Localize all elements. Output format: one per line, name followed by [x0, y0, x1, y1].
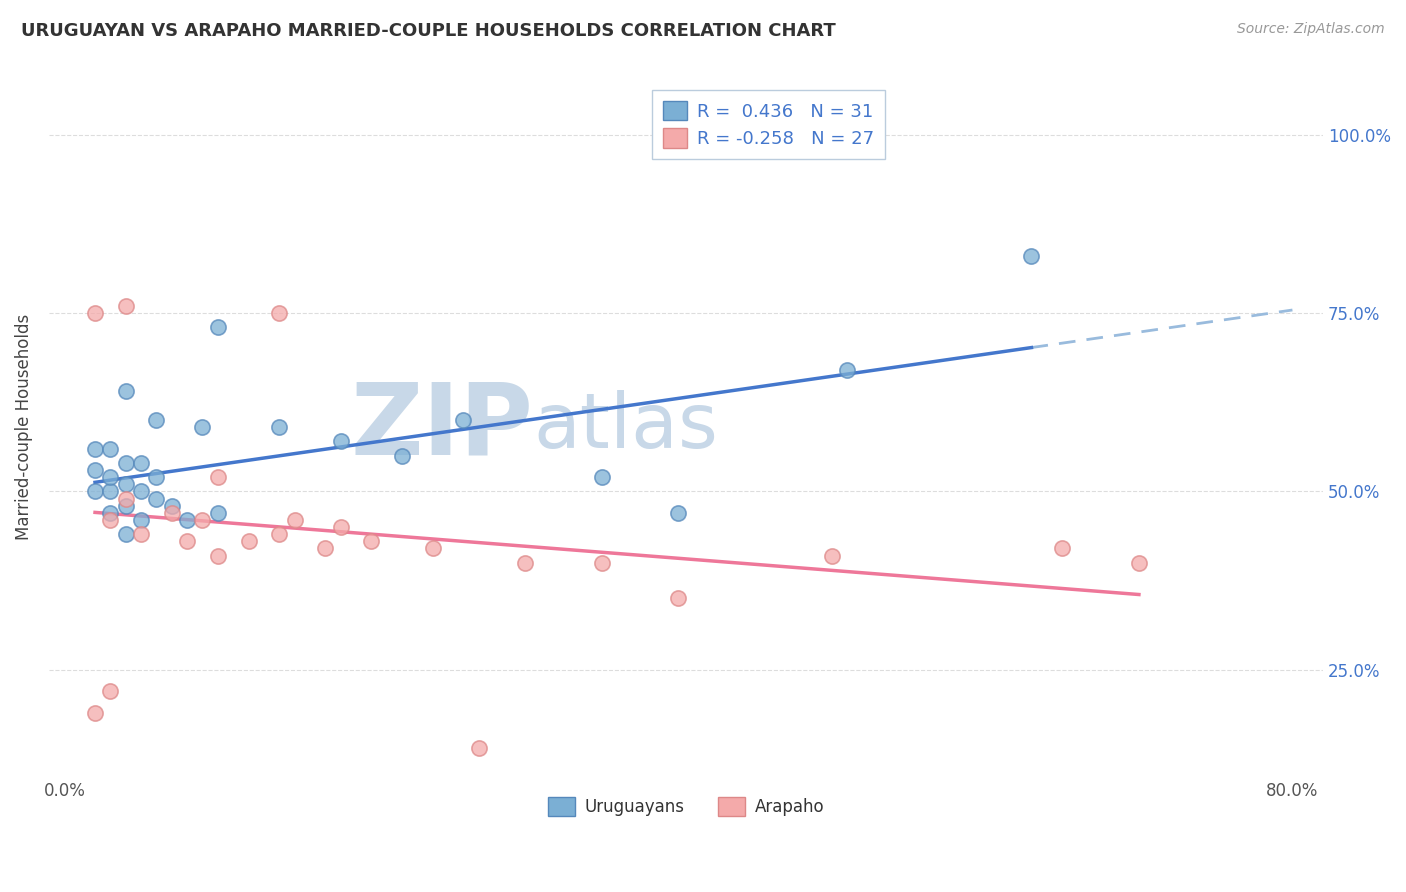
Point [453, 413, 475, 427]
Point [269, 527, 291, 541]
Y-axis label: Married-couple Households: Married-couple Households [15, 314, 32, 541]
Text: ZIP: ZIP [350, 378, 533, 475]
Point [114, 477, 136, 491]
Point [269, 306, 291, 320]
Point [666, 591, 689, 606]
Point [191, 513, 214, 527]
Point [84, 484, 107, 499]
Text: atlas: atlas [533, 390, 718, 464]
Point [114, 384, 136, 399]
Point [114, 499, 136, 513]
Point [207, 506, 229, 520]
Point [284, 513, 307, 527]
Point [129, 513, 152, 527]
Point [191, 420, 214, 434]
Point [84, 463, 107, 477]
Point [100, 684, 122, 698]
Point [100, 442, 122, 456]
Point [129, 484, 152, 499]
Point [391, 449, 413, 463]
Point [114, 527, 136, 541]
Point [100, 513, 122, 527]
Point [100, 484, 122, 499]
Text: Source: ZipAtlas.com: Source: ZipAtlas.com [1237, 22, 1385, 37]
Point [468, 741, 491, 756]
Point [1128, 556, 1150, 570]
Point [422, 541, 444, 556]
Point [114, 299, 136, 313]
Point [329, 434, 352, 449]
Point [129, 527, 152, 541]
Point [84, 306, 107, 320]
Point [84, 706, 107, 720]
Point [329, 520, 352, 534]
Point [129, 456, 152, 470]
Point [1050, 541, 1073, 556]
Point [1021, 249, 1043, 263]
Point [145, 491, 167, 506]
Point [666, 506, 689, 520]
Point [207, 549, 229, 563]
Point [207, 470, 229, 484]
Point [207, 320, 229, 334]
Point [821, 549, 844, 563]
Point [145, 413, 167, 427]
Point [145, 470, 167, 484]
Point [837, 363, 859, 377]
Point [591, 556, 613, 570]
Point [269, 420, 291, 434]
Point [84, 442, 107, 456]
Point [160, 499, 183, 513]
Point [160, 506, 183, 520]
Text: URUGUAYAN VS ARAPAHO MARRIED-COUPLE HOUSEHOLDS CORRELATION CHART: URUGUAYAN VS ARAPAHO MARRIED-COUPLE HOUS… [21, 22, 835, 40]
Point [314, 541, 336, 556]
Point [176, 534, 198, 549]
Point [100, 506, 122, 520]
Point [591, 470, 613, 484]
Point [513, 556, 536, 570]
Point [114, 491, 136, 506]
Point [360, 534, 382, 549]
Point [100, 470, 122, 484]
Point [114, 456, 136, 470]
Legend: Uruguayans, Arapaho: Uruguayans, Arapaho [540, 789, 832, 824]
Point [238, 534, 260, 549]
Point [176, 513, 198, 527]
